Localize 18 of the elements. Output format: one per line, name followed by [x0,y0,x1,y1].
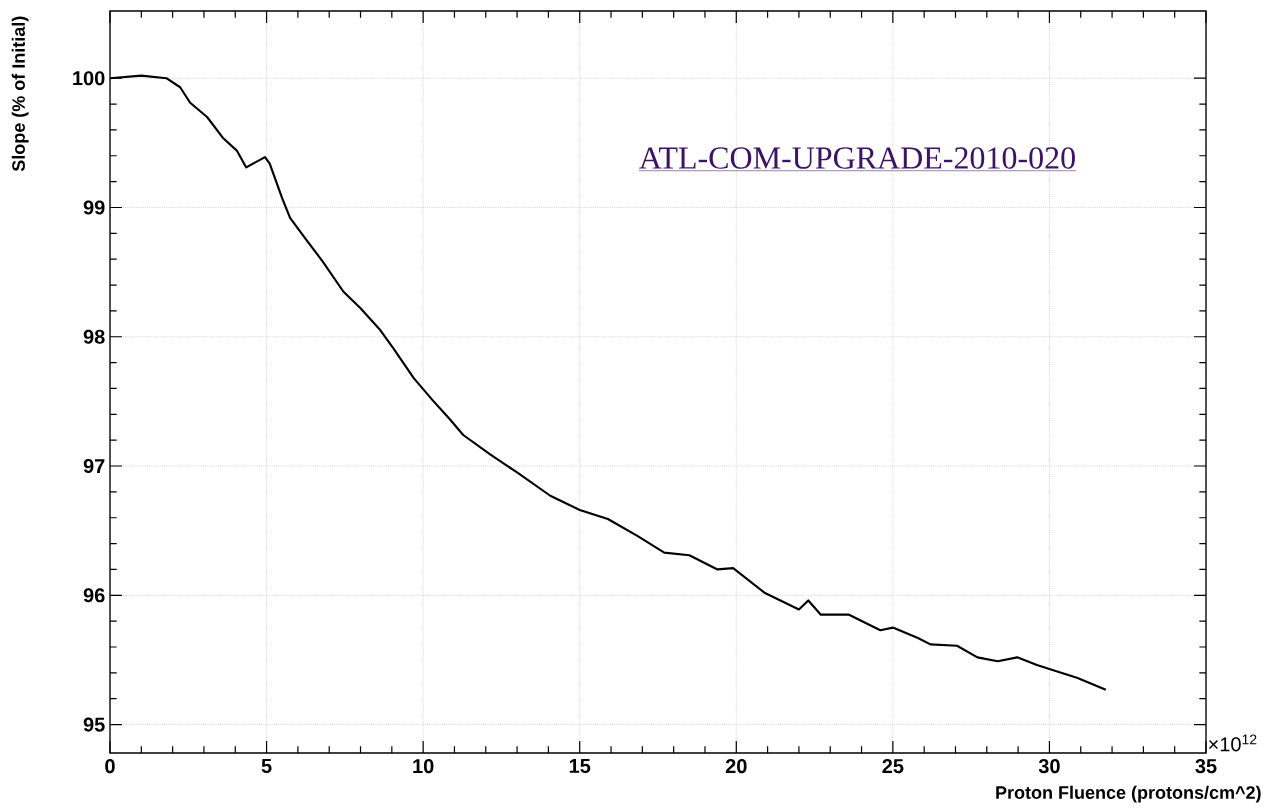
y-tick-label: 96 [83,588,105,603]
y-tick-label: 95 [83,717,105,732]
x-tick-label: 15 [569,759,591,773]
y-tick-label: 99 [83,200,105,215]
text: ×10$^{12}$ [1208,734,1257,752]
y-tick-label: 98 [83,329,105,344]
y-tick-label: 100 [73,71,105,86]
x-tick-label: 35 [1195,759,1217,774]
x-tick-label: 0 [105,759,115,774]
y-tick-label: 97 [83,458,105,474]
x-axis-title: Proton Fluence (protons/cm^2) [996,785,1261,803]
y-axis-title: Slope (% of Initial) [11,16,29,172]
annotation: ATL-COM-UPGRADE-2010-020 [639,147,1075,169]
x-tick-label: 25 [882,759,904,774]
x-tick-label: 10 [413,759,434,774]
x-tick-label: 30 [1038,759,1060,774]
x-tick-label: 5 [261,759,272,773]
x-tick-label: 20 [725,759,747,774]
